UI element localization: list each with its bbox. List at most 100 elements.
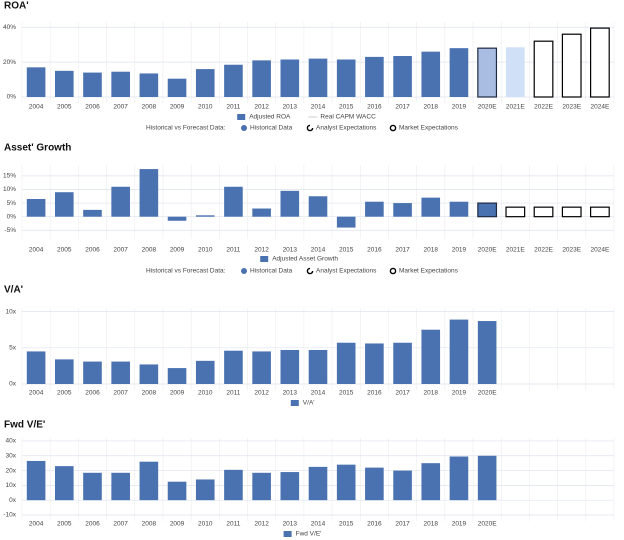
chart-title: ROA': [4, 1, 29, 12]
bar: [195, 479, 215, 501]
bar: [167, 368, 187, 384]
legend-icon: [306, 124, 314, 132]
bar: [393, 470, 412, 501]
bar: [224, 469, 243, 501]
x-tick-label: 2013: [283, 104, 298, 111]
legend-swatch: [290, 400, 299, 406]
x-tick-label: 2017: [395, 521, 410, 528]
x-tick-label: 2017: [395, 390, 410, 397]
bar: [139, 73, 159, 97]
x-tick-label: 2008: [142, 104, 157, 111]
x-tick-label: 2016: [367, 104, 382, 111]
bar: [308, 349, 328, 384]
bar: [590, 206, 610, 218]
x-tick-label: 2007: [113, 104, 128, 111]
bar: [83, 72, 102, 97]
bar: [139, 461, 159, 501]
bar: [308, 196, 328, 217]
bar: [280, 59, 300, 97]
bar: [83, 361, 102, 384]
bar: [54, 359, 74, 384]
y-tick-label: 40%: [3, 24, 16, 31]
x-tick-label: 2016: [367, 521, 382, 528]
x-tick-label: 2008: [142, 390, 157, 397]
x-tick-label: 2011: [226, 247, 240, 254]
bar: [477, 47, 498, 98]
legend-icon: [389, 267, 397, 275]
x-tick-label: 2022E: [534, 247, 553, 254]
bar: [477, 455, 497, 501]
bar: [252, 208, 271, 217]
bar: [195, 215, 215, 217]
bar: [449, 48, 469, 97]
x-tick-label: 2006: [85, 104, 100, 111]
x-tick-label: 2009: [170, 521, 185, 528]
x-tick-label: 2019: [452, 521, 467, 528]
y-tick-label: 0%: [7, 213, 17, 220]
legend-swatch: [237, 114, 246, 120]
x-tick-label: 2004: [29, 390, 44, 397]
legend-label: Fwd V/E': [296, 531, 322, 538]
bar: [54, 466, 74, 501]
x-tick-label: 2019: [452, 247, 467, 254]
x-tick-label: 2011: [226, 104, 240, 111]
x-tick-label: 2023E: [562, 104, 581, 111]
bar: [561, 206, 582, 218]
x-tick-label: 2007: [113, 247, 128, 254]
bar: [590, 27, 610, 98]
x-tick-label: 2014: [311, 247, 326, 254]
x-tick-label: 2010: [198, 247, 213, 254]
bar: [365, 56, 384, 97]
x-tick-label: 2020E: [478, 390, 497, 397]
bar: [393, 56, 412, 97]
chart-title: V/A': [4, 285, 23, 296]
x-tick-label: 2008: [142, 521, 157, 528]
bar: [308, 466, 328, 501]
bar: [336, 59, 356, 97]
bar: [477, 202, 498, 218]
x-tick-label: 2022E: [534, 104, 553, 111]
x-tick-label: 2024E: [591, 104, 610, 111]
x-tick-label: 2014: [311, 104, 326, 111]
x-tick-label: 2015: [339, 521, 354, 528]
bar: [139, 169, 159, 217]
x-tick-label: 2014: [311, 521, 326, 528]
bar: [533, 40, 554, 98]
x-tick-label: 2012: [254, 247, 269, 254]
bar: [195, 360, 215, 384]
y-tick-label: 0%: [7, 94, 17, 101]
x-tick-label: 2015: [339, 247, 354, 254]
forecast-legend-title: Historical vs Forecast Data:: [146, 125, 226, 132]
legend-label: Adjusted Asset Growth: [272, 256, 338, 263]
x-tick-label: 2018: [424, 247, 439, 254]
x-tick-label: 2004: [29, 521, 44, 528]
bar: [505, 206, 526, 218]
x-tick-label: 2011: [226, 521, 240, 528]
legend-icon: [241, 268, 247, 274]
bar: [54, 70, 74, 97]
bar: [224, 350, 243, 384]
x-tick-label: 2024E: [591, 247, 610, 254]
legend-label: Historical Data: [250, 125, 293, 132]
y-tick-label: -10x: [3, 512, 16, 519]
bar: [224, 64, 243, 97]
bar: [111, 472, 130, 501]
legend-label: Analyst Expectations: [316, 268, 377, 275]
x-tick-label: 2014: [311, 390, 326, 397]
legend-icon: [241, 125, 247, 131]
bar: [167, 78, 187, 97]
forecast-legend-title: Historical vs Forecast Data:: [146, 268, 226, 275]
y-tick-label: 10%: [3, 186, 16, 193]
y-tick-label: 40x: [6, 438, 17, 445]
y-tick-label: 20%: [3, 59, 16, 66]
bar: [477, 321, 497, 384]
bar: [533, 206, 554, 218]
bar: [167, 216, 187, 221]
x-tick-label: 2006: [85, 390, 100, 397]
x-tick-label: 2012: [254, 390, 269, 397]
legend-label: Real CAPM WACC: [320, 114, 376, 121]
x-tick-label: 2005: [57, 390, 72, 397]
bar: [167, 481, 187, 501]
bar: [393, 342, 412, 384]
bar: [421, 197, 441, 217]
